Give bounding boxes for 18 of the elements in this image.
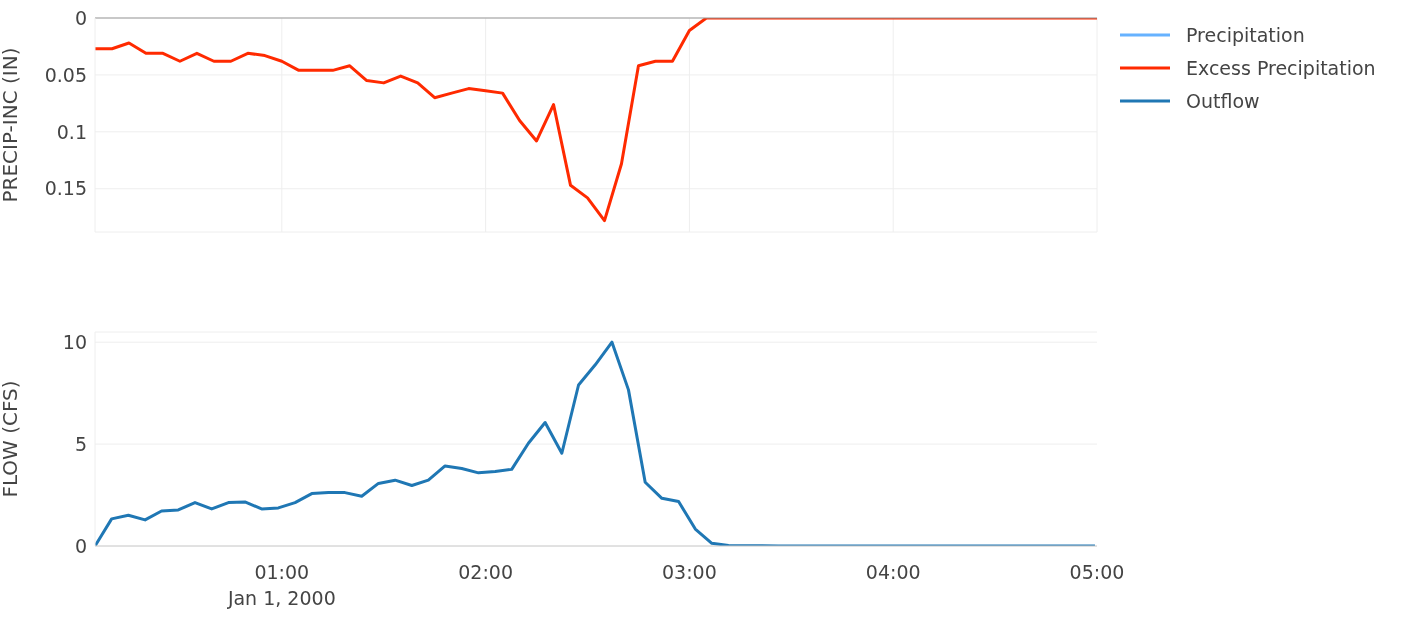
x-tick-label: 04:00 xyxy=(865,561,921,583)
legend-label: Excess Precipitation xyxy=(1186,56,1376,79)
y-tick-label: 0.05 xyxy=(44,63,87,86)
legend-label: Outflow xyxy=(1186,89,1260,112)
x-tick-label: 03:00 xyxy=(662,561,717,583)
x-tick-label: 05:00 xyxy=(1069,561,1125,583)
y-tick-label: 0 xyxy=(74,534,87,557)
legend-label: Precipitation xyxy=(1186,23,1305,46)
y-tick-label: 10 xyxy=(62,330,87,353)
x-tick-label: 01:00 Jan 1, 2000 xyxy=(226,561,336,609)
y-tick-label: 5 xyxy=(74,432,87,455)
line-series xyxy=(95,18,1097,223)
y-tick-label: 0.15 xyxy=(44,177,87,200)
x-tick-label: 02:00 xyxy=(458,561,513,583)
y-tick-label: 0 xyxy=(74,6,87,29)
y-axis-title: FLOW (CFS) xyxy=(0,380,23,498)
y-tick-label: 0.1 xyxy=(56,120,87,143)
y-axis-title: PRECIP-INC (IN) xyxy=(0,47,23,203)
